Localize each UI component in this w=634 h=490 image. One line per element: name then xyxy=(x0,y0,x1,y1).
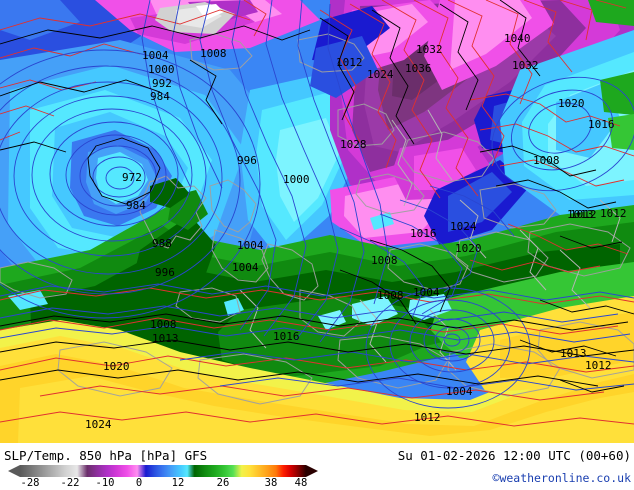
isobar-label: 1024 xyxy=(450,220,477,233)
isobar-label: 1013 xyxy=(567,208,594,221)
weather-map[interactable]: 1004 1008 1000 992 984 972 984 988 996 996 1000 100… xyxy=(0,0,634,443)
temperature-colorbar: -28 -22 -10 0 12 26 38 48 xyxy=(8,464,318,490)
colorbar-tick-label: -22 xyxy=(60,477,80,489)
isobar-label: 1020 xyxy=(455,242,482,255)
isobar-label: 1004 xyxy=(446,385,473,398)
colorbar-left-arrow xyxy=(8,465,20,477)
product-title: SLP/Temp. 850 hPa [hPa] GFS xyxy=(4,448,208,463)
map-canvas xyxy=(0,0,634,443)
isobar-label: 996 xyxy=(155,266,175,279)
isobar-label: 1032 xyxy=(512,59,539,72)
isobar-label: 1004 xyxy=(237,239,264,252)
isobar-label: 1008 xyxy=(371,254,398,267)
isobar-label: 1004 xyxy=(142,49,169,62)
isobar-label: 1004 xyxy=(232,261,259,274)
isobar-label: 1012 xyxy=(414,411,441,424)
colorbar-tick-label: -10 xyxy=(95,477,115,489)
isobar-label: 1020 xyxy=(103,360,130,373)
map-footer: SLP/Temp. 850 hPa [hPa] GFS Su 01-02-202… xyxy=(0,443,634,490)
isobar-label: 1012 xyxy=(585,359,612,372)
isobar-label: 996 xyxy=(237,154,257,167)
isobar-label: 988 xyxy=(152,237,172,250)
forecast-run-timestamp: Su 01-02-2026 12:00 UTC (00+60) xyxy=(397,448,631,463)
isobar-label: 1008 xyxy=(533,154,560,167)
colorbar-gradient xyxy=(8,465,318,477)
isobar-label: 1008 xyxy=(150,318,177,331)
isobar-label: 1024 xyxy=(85,418,112,431)
colorbar-tick-label: 48 xyxy=(294,477,308,489)
isobar-label: 992 xyxy=(152,77,172,90)
colorbar-right-arrow xyxy=(306,465,318,477)
isobar-label: 1012 xyxy=(600,207,627,220)
isobar-label: 1000 xyxy=(148,63,175,76)
isobar-label: 1036 xyxy=(405,62,432,75)
isobar-label: 1013 xyxy=(152,332,179,345)
isobar-label: 1032 xyxy=(416,43,443,56)
isobar-label: 1024 xyxy=(367,68,394,81)
isobar-label: 984 xyxy=(126,199,146,212)
colorbar-tick-label: 26 xyxy=(216,477,230,489)
isobar-label: 1008 xyxy=(200,47,227,60)
isobar-label: 1008 xyxy=(377,289,404,302)
copyright-credit: ©weatheronline.co.uk xyxy=(492,471,631,485)
colorbar-tick-label: 0 xyxy=(135,477,143,489)
isobar-label: 984 xyxy=(150,90,170,103)
isobar-label: 972 xyxy=(122,171,142,184)
colorbar-tick-label: 38 xyxy=(264,477,278,489)
isobar-label: 1012 xyxy=(336,56,363,69)
isobar-label: 1040 xyxy=(504,32,531,45)
colorbar-tick-label: -28 xyxy=(20,477,40,489)
isobar-label: 1004 xyxy=(413,286,440,299)
isobar-label: 1016 xyxy=(273,330,300,343)
isobar-label: 1012 xyxy=(570,208,597,221)
colorbar-tick-label: 12 xyxy=(171,477,185,489)
isobar-label: 1020 xyxy=(558,97,585,110)
isobar-label: 1016 xyxy=(410,227,437,240)
isobar-label: 1013 xyxy=(560,347,587,360)
isobar-label: 1016 xyxy=(588,118,615,131)
isobar-label: 1000 xyxy=(283,173,310,186)
isobar-label: 1028 xyxy=(340,138,367,151)
